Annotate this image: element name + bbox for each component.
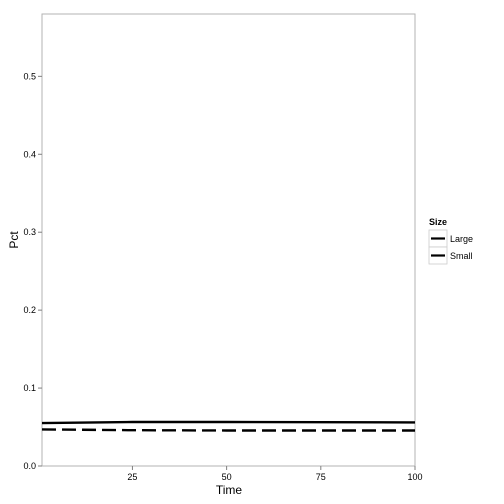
y-axis: 0.0 0.1 0.2 0.3 0.4 0.5 <box>23 71 42 471</box>
legend-label-small: Small <box>450 251 473 261</box>
legend-title: Size <box>429 217 447 227</box>
x-axis: 25 50 75 100 <box>127 466 423 482</box>
y-tick-label: 0.5 <box>23 71 36 81</box>
y-tick-label: 0.1 <box>23 383 36 393</box>
y-tick-label: 0.2 <box>23 305 36 315</box>
legend-label-large: Large <box>450 234 473 244</box>
x-tick-label: 50 <box>222 472 232 482</box>
series-layer <box>41 420 416 432</box>
legend: Size Large Small <box>428 217 473 265</box>
y-tick-label: 0.0 <box>23 461 36 471</box>
plot-panel <box>41 13 416 467</box>
y-tick-label: 0.3 <box>23 227 36 237</box>
series-line-large <box>41 428 415 432</box>
y-tick-label: 0.4 <box>23 149 36 159</box>
series-line-small <box>41 420 416 425</box>
x-tick-label: 100 <box>407 472 422 482</box>
x-axis-title: Time <box>216 483 243 497</box>
x-tick-label: 75 <box>316 472 326 482</box>
x-tick-label: 25 <box>127 472 137 482</box>
y-axis-title: Pct <box>7 231 21 249</box>
